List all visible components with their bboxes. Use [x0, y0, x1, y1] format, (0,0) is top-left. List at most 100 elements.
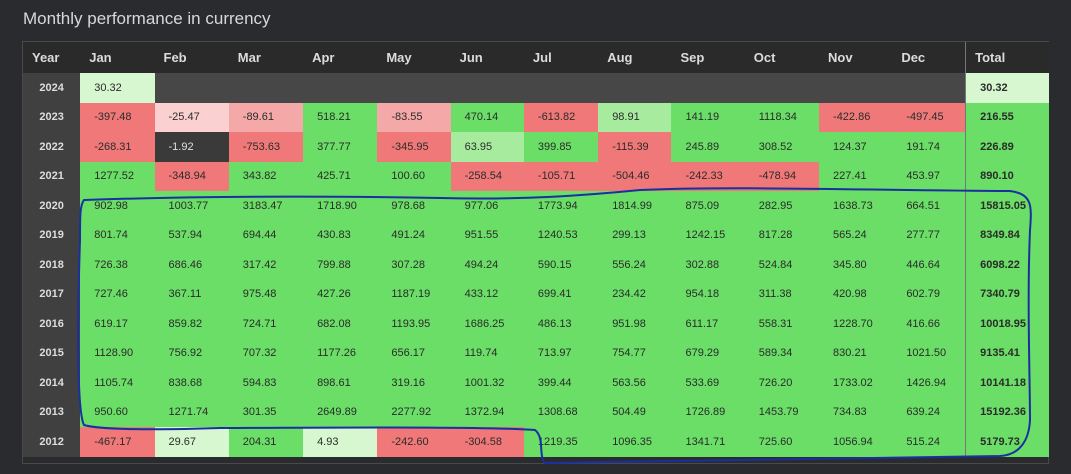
total-cell: 890.10: [965, 161, 1049, 191]
table-row: 2021 1277.52 -348.94 343.82 425.71 100.60 -258…: [23, 161, 1049, 191]
table-row: 2012 -467.17 29.67 204.31 4.93 -242.60 -304.58…: [23, 427, 1049, 457]
month-value-cell: [892, 73, 966, 103]
month-value-cell: 317.42: [228, 250, 304, 280]
month-value-cell: 1426.94: [892, 368, 966, 398]
month-value-cell: 1003.77: [154, 191, 229, 221]
month-value-cell: 299.13: [598, 220, 672, 250]
month-value-cell: [744, 73, 820, 103]
month-value-cell: 686.46: [154, 250, 229, 280]
month-value-cell: 533.69: [671, 368, 745, 398]
performance-table: Year Jan Feb Mar Apr May Jun Jul Aug Sep Oct Nov Dec…: [23, 42, 1049, 457]
month-value-cell: 1096.35: [598, 427, 672, 457]
month-value-cell: 420.98: [819, 279, 893, 309]
month-value-cell: 302.88: [671, 250, 745, 280]
month-value-cell: 377.77: [303, 132, 378, 162]
month-value-cell: 590.15: [523, 250, 599, 280]
month-value-cell: -89.61: [228, 102, 304, 132]
month-value-cell: 399.44: [523, 368, 599, 398]
month-value-cell: 694.44: [228, 220, 304, 250]
month-value-cell: 345.80: [819, 250, 893, 280]
table-row: 2018 726.38 686.46 317.42 799.88 307.28 494.24…: [23, 250, 1049, 280]
month-value-cell: 726.20: [744, 368, 820, 398]
header-month: Oct: [744, 42, 820, 73]
month-value-cell: 727.46: [80, 279, 155, 309]
month-value-cell: 311.38: [744, 279, 820, 309]
table-row: 2023 -397.48 -25.47 -89.61 518.21 -83.55 470.1…: [23, 102, 1049, 132]
header-month: Nov: [819, 42, 893, 73]
header-month: Mar: [228, 42, 304, 73]
month-value-cell: 518.21: [303, 102, 378, 132]
month-value-cell: 656.17: [377, 338, 451, 368]
month-value-cell: 699.41: [523, 279, 599, 309]
month-value-cell: 433.12: [450, 279, 524, 309]
month-value-cell: 4.93: [303, 427, 378, 457]
total-cell: 6098.22: [965, 250, 1049, 280]
month-value-cell: 245.89: [671, 132, 745, 162]
month-value-cell: 1726.89: [671, 397, 745, 427]
month-value-cell: 1021.50: [892, 338, 966, 368]
month-value-cell: 1228.70: [819, 309, 893, 339]
month-value-cell: [228, 73, 304, 103]
month-value-cell: -83.55: [377, 102, 451, 132]
month-value-cell: 977.06: [450, 191, 524, 221]
month-value-cell: -268.31: [80, 132, 155, 162]
month-value-cell: 227.41: [819, 161, 893, 191]
month-value-cell: 1056.94: [819, 427, 893, 457]
header-month: May: [377, 42, 451, 73]
table-row: 2016 619.17 859.82 724.71 682.08 1193.95 1686.…: [23, 309, 1049, 339]
month-value-cell: 504.49: [598, 397, 672, 427]
month-value-cell: 1814.99: [598, 191, 672, 221]
header-month: Apr: [303, 42, 378, 73]
month-value-cell: 427.26: [303, 279, 378, 309]
total-cell: 15815.05: [965, 191, 1049, 221]
month-value-cell: 951.98: [598, 309, 672, 339]
month-value-cell: 98.91: [598, 102, 672, 132]
month-value-cell: 817.28: [744, 220, 820, 250]
month-value-cell: 446.64: [892, 250, 966, 280]
month-value-cell: 470.14: [450, 102, 524, 132]
year-cell: 2019: [23, 220, 81, 250]
month-value-cell: 589.34: [744, 338, 820, 368]
month-value-cell: -242.33: [671, 161, 745, 191]
table-row: 2017 727.46 367.11 975.48 427.26 1187.19 433.1…: [23, 279, 1049, 309]
month-value-cell: 1001.32: [450, 368, 524, 398]
month-value-cell: 1105.74: [80, 368, 155, 398]
month-value-cell: -348.94: [154, 161, 229, 191]
month-value-cell: -467.17: [80, 427, 155, 457]
month-value-cell: 63.95: [450, 132, 524, 162]
month-value-cell: 799.88: [303, 250, 378, 280]
month-value-cell: 619.17: [80, 309, 155, 339]
total-cell: 8349.84: [965, 220, 1049, 250]
total-cell: 30.32: [965, 73, 1049, 103]
month-value-cell: 1219.35: [523, 427, 599, 457]
month-value-cell: 756.92: [154, 338, 229, 368]
month-value-cell: [671, 73, 745, 103]
month-value-cell: 204.31: [228, 427, 304, 457]
month-value-cell: 734.83: [819, 397, 893, 427]
month-value-cell: 859.82: [154, 309, 229, 339]
month-value-cell: 725.60: [744, 427, 820, 457]
month-value-cell: 724.71: [228, 309, 304, 339]
month-value-cell: -753.63: [228, 132, 304, 162]
year-cell: 2016: [23, 309, 81, 339]
month-value-cell: 277.77: [892, 220, 966, 250]
year-cell: 2013: [23, 397, 81, 427]
header-month: Feb: [154, 42, 229, 73]
header-year: Year: [23, 42, 81, 73]
month-value-cell: 307.28: [377, 250, 451, 280]
month-value-cell: 308.52: [744, 132, 820, 162]
month-value-cell: 1193.95: [377, 309, 451, 339]
year-cell: 2022: [23, 132, 81, 162]
month-value-cell: 679.29: [671, 338, 745, 368]
month-value-cell: 556.24: [598, 250, 672, 280]
table-row: 2019 801.74 537.94 694.44 430.83 491.24 951.55…: [23, 220, 1049, 250]
month-value-cell: 30.32: [80, 73, 155, 103]
header-month: Sep: [671, 42, 745, 73]
month-value-cell: 282.95: [744, 191, 820, 221]
month-value-cell: 1733.02: [819, 368, 893, 398]
month-value-cell: 978.68: [377, 191, 451, 221]
month-value-cell: -422.86: [819, 102, 893, 132]
month-value-cell: 954.18: [671, 279, 745, 309]
total-cell: 15192.36: [965, 397, 1049, 427]
month-value-cell: [377, 73, 451, 103]
